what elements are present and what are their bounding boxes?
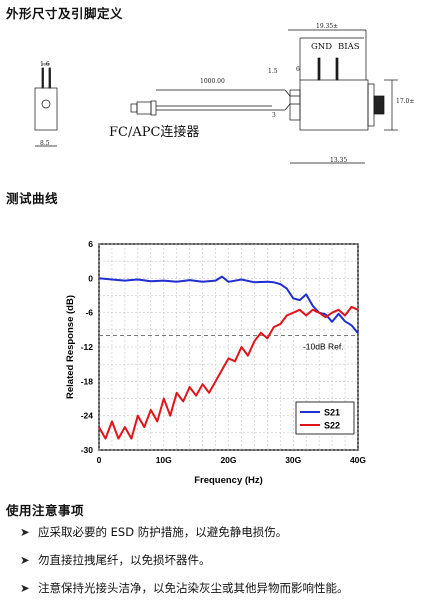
y-tick-label: 0 bbox=[88, 273, 93, 283]
note-item: ➤ 应采取必要的 ESD 防护措施，以避免静电损伤。 bbox=[20, 524, 287, 540]
y-tick-label: 6 bbox=[88, 239, 93, 249]
dim-17: 17.0± bbox=[396, 98, 415, 105]
dim-13-35: 13.35 bbox=[330, 157, 348, 164]
y-tick-label: -30 bbox=[81, 445, 94, 455]
dim-1-6: 1.6 bbox=[40, 61, 50, 68]
y-tick-label: -12 bbox=[81, 342, 94, 352]
x-tick-label: 30G bbox=[285, 455, 301, 465]
legend-label: S22 bbox=[324, 421, 340, 431]
x-tick-label: 40G bbox=[350, 455, 366, 465]
reference-label: -10dB Ref. bbox=[303, 342, 344, 352]
x-tick-label: 20G bbox=[220, 455, 236, 465]
connector-label: FC/APC连接器 bbox=[109, 125, 200, 140]
section-title-curve: 测试曲线 bbox=[6, 191, 59, 206]
x-tick-label: 10G bbox=[156, 455, 172, 465]
legend-box bbox=[295, 401, 355, 435]
response-chart: 0 10G 20G 30G 40G 6 0 -6 -12 -18 -24 -30 Frequency (… bbox=[65, 239, 366, 486]
section-title-notes: 使用注意事项 bbox=[6, 503, 85, 518]
note-text: 勿直接拉拽尾纤，以免损坏器件。 bbox=[38, 553, 211, 567]
y-tick-label: -24 bbox=[81, 411, 94, 421]
arrow-icon: ➤ bbox=[20, 553, 30, 567]
legend-label: S21 bbox=[324, 408, 340, 418]
y-tick-label: -6 bbox=[85, 308, 93, 318]
x-axis-label: Frequency (Hz) bbox=[194, 475, 263, 486]
note-text: 应采取必要的 ESD 防护措施，以避免静电损伤。 bbox=[38, 525, 288, 539]
dim-1-5: 1.5 bbox=[268, 68, 278, 75]
note-text: 注意保持光接头洁净，以免沾染灰尘或其他异物而影响性能。 bbox=[38, 581, 349, 595]
section-title-dimensions: 外形尺寸及引脚定义 bbox=[6, 6, 124, 21]
dim-1000: 1000.00 bbox=[200, 78, 225, 85]
dim-3: 3 bbox=[272, 112, 276, 119]
dim-8-5: 8.5 bbox=[40, 140, 50, 147]
note-item: ➤ 勿直接拉拽尾纤，以免损坏器件。 bbox=[20, 552, 211, 568]
label-bias: BIAS bbox=[338, 42, 360, 52]
y-tick-label: -18 bbox=[81, 376, 94, 386]
dim-19-35: 19.35± bbox=[316, 23, 339, 30]
note-item: ➤ 注意保持光接头洁净，以免沾染灰尘或其他异物而影响性能。 bbox=[20, 580, 349, 596]
arrow-icon: ➤ bbox=[20, 581, 30, 595]
series-line-s22 bbox=[98, 305, 359, 440]
y-axis-label: Related Response (dB) bbox=[65, 295, 76, 399]
x-tick-label: 0 bbox=[97, 455, 102, 465]
dim-6: 6 bbox=[296, 66, 300, 73]
mechanical-drawing bbox=[34, 29, 398, 164]
label-gnd: GND bbox=[311, 42, 333, 52]
arrow-icon: ➤ bbox=[20, 525, 30, 539]
